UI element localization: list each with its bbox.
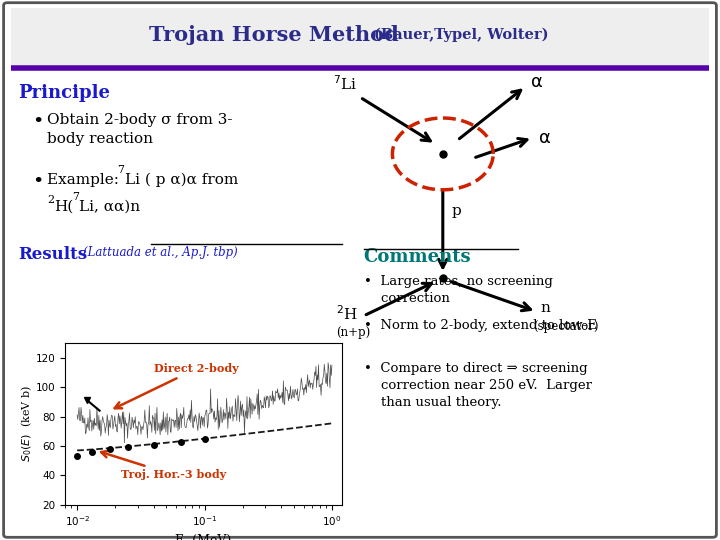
Text: n: n (540, 301, 550, 315)
Text: Comments: Comments (364, 248, 471, 266)
Text: (spectator): (spectator) (533, 320, 598, 333)
Text: Direct 2-body: Direct 2-body (114, 363, 238, 408)
Text: (n+p): (n+p) (336, 326, 371, 339)
Y-axis label: $S_0(E)$  (keV b): $S_0(E)$ (keV b) (19, 386, 34, 462)
Text: α: α (539, 129, 550, 147)
Text: •  Norm to 2-body, extend to low-E: • Norm to 2-body, extend to low-E (364, 319, 596, 332)
Bar (11, 8, 709, 65)
Text: 7: 7 (72, 192, 79, 202)
Text: p: p (451, 204, 462, 218)
Text: Troj. Hor.-3 body: Troj. Hor.-3 body (101, 451, 226, 481)
Text: H(: H( (54, 200, 73, 214)
Text: 7: 7 (117, 165, 125, 175)
Text: (Lattuada et al., Ap.J. tbp): (Lattuada et al., Ap.J. tbp) (83, 246, 238, 259)
Text: Principle: Principle (18, 84, 110, 102)
Text: 2: 2 (47, 195, 54, 206)
Text: Li, αα)n: Li, αα)n (79, 200, 140, 214)
Text: Trojan Horse Method: Trojan Horse Method (149, 25, 398, 45)
Text: •  Large rates, no screening
    correction: • Large rates, no screening correction (364, 275, 552, 306)
FancyBboxPatch shape (4, 3, 716, 537)
Text: Obtain 2-body σ from 3-
body reaction: Obtain 2-body σ from 3- body reaction (47, 113, 233, 146)
Text: (Bauer,Typel, Wolter): (Bauer,Typel, Wolter) (374, 28, 548, 42)
Text: Results: Results (18, 246, 87, 262)
Text: Li ( p α)α from: Li ( p α)α from (125, 173, 238, 187)
Text: •  Compare to direct ⇒ screening
    correction near 250 eV.  Larger
    than us: • Compare to direct ⇒ screening correcti… (364, 362, 592, 409)
Text: •: • (32, 113, 44, 131)
Text: $^2$H: $^2$H (336, 304, 358, 322)
Text: $^7$Li: $^7$Li (333, 75, 356, 93)
Text: α: α (531, 73, 543, 91)
Text: •: • (32, 173, 44, 191)
Text: Example:: Example: (47, 173, 124, 187)
X-axis label: E  (MeV): E (MeV) (175, 534, 232, 540)
